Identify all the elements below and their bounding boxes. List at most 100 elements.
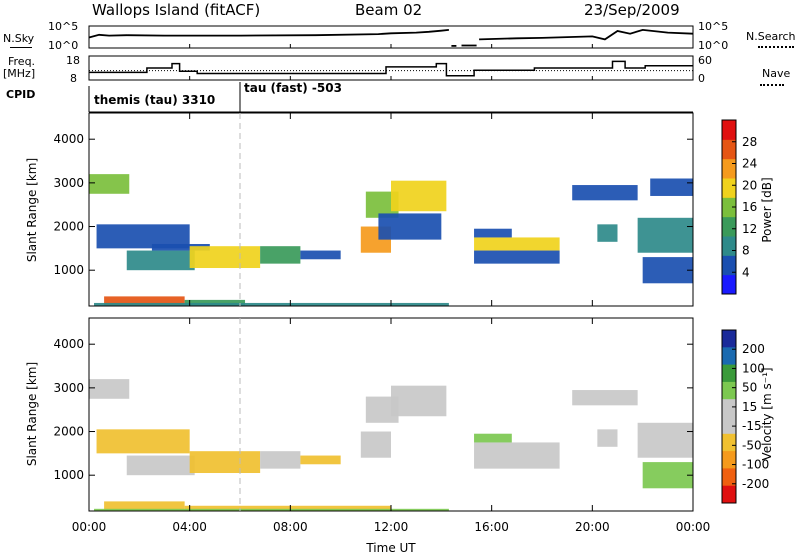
velocity-cell-14 [572, 390, 638, 406]
freq-tick-top: 18 [66, 54, 80, 67]
power-colorbar-swatch-2 [722, 236, 736, 256]
power-cell-12 [391, 180, 447, 212]
power-cell-13 [378, 213, 442, 240]
velocity-cell-12 [474, 442, 560, 469]
velocity-colorbar-frame [721, 329, 737, 504]
power-cell-20 [642, 257, 693, 284]
power-cell-3 [151, 243, 210, 251]
nave-label: Nave [762, 67, 791, 80]
nsky-line [10, 47, 32, 48]
velocity-cell-16 [637, 422, 693, 458]
velocity-colorbar-swatch-0 [722, 330, 736, 348]
power-cell-14 [474, 237, 560, 251]
velocity-colorbar-swatch-7 [722, 451, 736, 469]
time-tick-label-2: 08:00 [273, 520, 308, 534]
power-colorbar-swatch-3 [722, 216, 736, 237]
velocity-colorbar-swatch-1 [722, 347, 736, 366]
power-cell-0 [89, 174, 130, 194]
velocity-colorbar-tick-label-1: -100 [742, 458, 769, 472]
nave-tick-top: 60 [698, 54, 712, 67]
velocity-cell-0 [89, 379, 130, 399]
velocity-colorbar-swatch-2 [722, 364, 736, 383]
velocity-range-axis-label: Slant Range [km] [25, 362, 39, 466]
cpid-label-1: themis (tau) 3310 [94, 93, 215, 107]
beam-label: Beam 02 [355, 1, 423, 19]
freq-tick-bottom: 8 [70, 72, 77, 85]
velocity-colorbar-label: Velocity [m s⁻¹] [760, 367, 774, 460]
power-range-tick-label-0: 1000 [53, 263, 84, 277]
velocity-colorbar-swatch-4 [722, 399, 736, 417]
velocity-range-tick-label-2: 3000 [53, 381, 84, 395]
velocity-cell-9 [360, 431, 391, 458]
power-cell-8 [184, 299, 246, 306]
power-cell-6 [300, 250, 341, 260]
axes-group: 00:00 04:00 08:00 12:00 16:00 20:00 00:00 1000 2… [53, 44, 710, 534]
velocity-cell-15 [597, 429, 618, 447]
power-cell-18 [597, 224, 618, 242]
power-cell-17 [572, 185, 638, 201]
velocity-range-tick-label-1: 2000 [53, 425, 84, 439]
station-title: Wallops Island (fitACF) [92, 1, 261, 19]
power-colorbar-swatch-7 [722, 139, 736, 160]
noise-tick-right-top: 10^5 [698, 20, 728, 33]
power-range-tick-label-2: 3000 [53, 176, 84, 190]
time-tick-label-3: 12:00 [374, 520, 409, 534]
velocity-cell-6 [104, 501, 185, 511]
power-cell-2 [126, 250, 195, 271]
nsearch-label: N.Search [746, 30, 796, 43]
power-cell-16 [474, 228, 512, 238]
noise-line-0 [88, 29, 449, 39]
power-colorbar-tick-label-0: 4 [742, 265, 750, 279]
velocity-colorbar-tick-label-3: -15 [742, 419, 762, 433]
noise-tick-left-bottom: 10^0 [48, 39, 78, 52]
power-colorbar: 4 8 12 16 20 24 28 [721, 119, 757, 295]
power-colorbar-swatch-1 [722, 255, 736, 276]
velocity-cell-2 [126, 455, 195, 476]
nave-tick-bottom: 0 [698, 72, 705, 85]
velocity-cell-8 [94, 508, 449, 511]
velocity-colorbar-tick-label-7: 200 [742, 342, 765, 356]
velocity-colorbar-tick-label-2: -50 [742, 438, 762, 452]
power-colorbar-tick-label-4: 20 [742, 178, 757, 192]
velocity-colorbar-swatch-5 [722, 416, 736, 435]
date-label: 23/Sep/2009 [584, 1, 680, 19]
velocity-colorbar-swatch-8 [722, 468, 736, 487]
velocity-colorbar: -200 -100 -50 -15 15 50 100 200 [721, 329, 769, 504]
nsearch-line [758, 46, 794, 48]
power-cell-4 [189, 246, 261, 269]
velocity-colorbar-swatch-6 [722, 433, 736, 452]
velocity-colorbar-tick-label-4: 15 [742, 400, 757, 414]
time-axis-label: Time UT [365, 541, 416, 554]
freq-line [89, 60, 693, 77]
velocity-cell-5 [300, 455, 341, 465]
velocity-colorbar-tick-label-5: 50 [742, 381, 757, 395]
freq-series-group [89, 60, 693, 77]
time-tick-label-4: 16:00 [474, 520, 509, 534]
velocity-cell-11 [391, 385, 447, 417]
nsky-label: N.Sky [3, 32, 35, 45]
power-colorbar-tick-label-3: 16 [742, 200, 757, 214]
time-tick-label-1: 04:00 [172, 520, 207, 534]
power-colorbar-tick-label-2: 12 [742, 222, 757, 236]
noise-tick-left-top: 10^5 [48, 20, 78, 33]
power-range-axis-label: Slant Range [km] [25, 158, 39, 262]
freq-unit-label: [MHz] [3, 67, 36, 80]
velocity-cell-13 [474, 433, 512, 443]
velocity-cell-4 [260, 451, 301, 469]
nave-line [760, 84, 784, 86]
velocity-cell-1 [96, 429, 190, 454]
velocity-colorbar-tick-label-0: -200 [742, 477, 769, 491]
velocity-range-tick-label-0: 1000 [53, 468, 84, 482]
noise-line-3 [479, 28, 694, 41]
power-cell-5 [260, 246, 301, 264]
power-cell-19 [637, 217, 693, 253]
power-colorbar-tick-label-1: 8 [742, 244, 750, 258]
velocity-cell-7 [184, 505, 391, 511]
power-cell-7 [104, 296, 185, 306]
power-colorbar-swatch-5 [722, 178, 736, 198]
noise-series-group [88, 28, 694, 47]
velocity-cells-group [89, 379, 693, 511]
velocity-range-tick-label-3: 4000 [53, 337, 84, 351]
cpid-label-2: tau (fast) -503 [244, 81, 342, 95]
